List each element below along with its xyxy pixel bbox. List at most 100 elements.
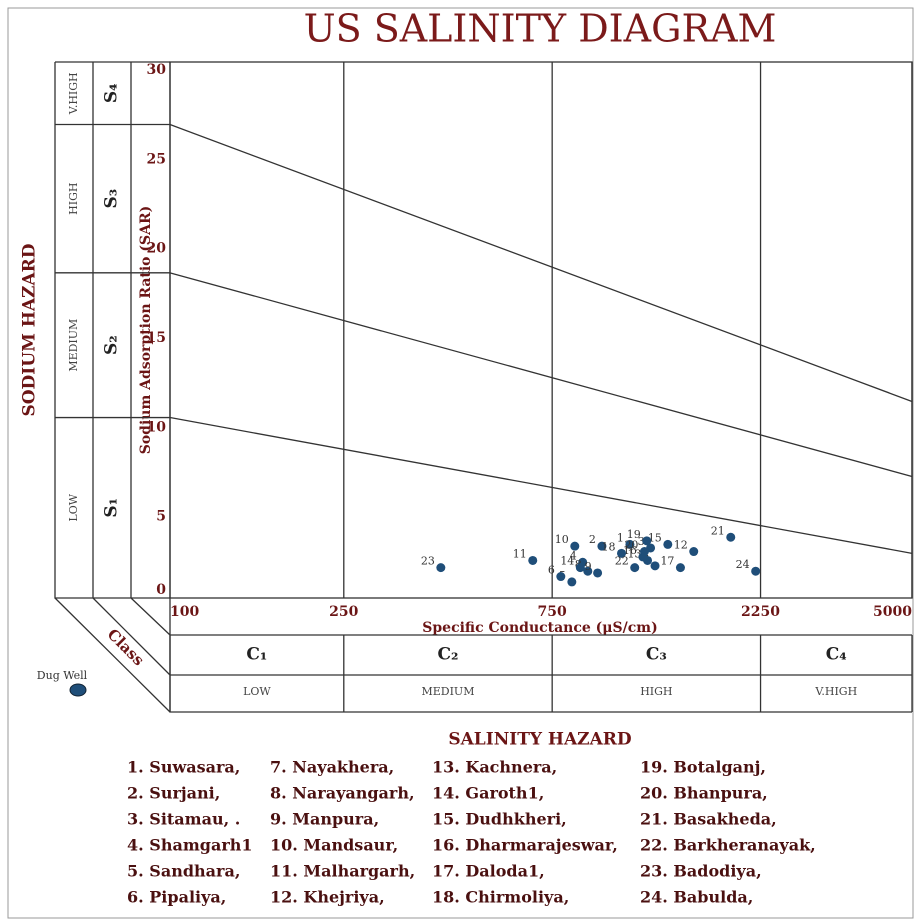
data-point [630, 563, 640, 573]
data-point [617, 548, 627, 558]
data-point [675, 563, 685, 573]
station-name: 14. Garoth1, [432, 784, 544, 803]
frame [7, 7, 914, 919]
sodium-class: S₃ [102, 189, 122, 209]
sodium-class: S₁ [102, 498, 122, 518]
station-name: 15. Dudhkheri, [432, 810, 567, 829]
x-hazard-label: SALINITY HAZARD [448, 730, 632, 750]
point-label: 17 [660, 555, 674, 568]
station-name: 8. Narayangarh, [270, 784, 415, 803]
y-tick-label: 15 [147, 330, 166, 346]
data-point [650, 561, 660, 571]
station-name: 4. Shamgarh1 [127, 836, 253, 855]
station-name: 13. Kachnera, [432, 758, 557, 777]
salinity-level: MEDIUM [421, 685, 474, 698]
station-name: 18. Chirmoliya, [432, 888, 569, 907]
sodium-level: LOW [67, 493, 80, 521]
data-point [583, 566, 593, 576]
station-name: 12. Khejriya, [270, 888, 385, 907]
data-point [597, 541, 607, 551]
sodium-class: S₄ [102, 83, 122, 103]
y-tick-label: 25 [147, 151, 166, 167]
point-label: 3 [638, 535, 645, 548]
station-name: 22. Barkheranayak, [640, 836, 816, 855]
y-tick-label: 5 [156, 509, 166, 525]
chart-title: US SALINITY DIAGRAM [304, 7, 777, 51]
salinity-class: C₃ [646, 645, 667, 665]
salinity-class: C₄ [826, 645, 847, 665]
x-tick-label: 5000 [873, 604, 912, 620]
point-label: 24 [736, 558, 750, 571]
data-point [570, 541, 580, 551]
point-label: 11 [513, 547, 527, 560]
point-label: 23 [421, 555, 435, 568]
station-name: 2. Surjani, [127, 784, 220, 803]
point-label: 1 [617, 531, 624, 544]
point-label: 14 [560, 555, 574, 568]
station-name: 11. Malhargarh, [270, 862, 415, 881]
salinity-class: C₂ [437, 645, 458, 665]
point-label: 4 [570, 549, 577, 562]
data-point [575, 563, 585, 573]
station-name: 19. Botalganj, [640, 758, 766, 777]
y-hazard-label: SODIUM HAZARD [20, 243, 40, 416]
data-point [567, 577, 577, 587]
data-point [663, 539, 673, 549]
point-label: 13 [628, 547, 642, 560]
station-name: 7. Nayakhera, [270, 758, 394, 777]
data-point [751, 566, 761, 576]
y-tick-label: 10 [147, 419, 167, 435]
point-label: 12 [674, 539, 688, 552]
salinity-level: HIGH [640, 685, 672, 698]
station-name: 5. Sandhara, [127, 862, 240, 881]
point-label: 10 [555, 533, 569, 546]
hazard-boundary [169, 416, 913, 554]
point-label: 6 [548, 564, 555, 577]
station-name: 9. Manpura, [270, 810, 379, 829]
x-tick-label: 100 [170, 604, 199, 620]
hazard-boundary [169, 123, 913, 403]
y-tick-label: 30 [147, 62, 167, 78]
data-point [625, 539, 635, 549]
legend-marker [69, 683, 87, 697]
point-label: 16 [623, 544, 637, 557]
point-label: 15 [648, 531, 662, 544]
legend-label: Dug Well [37, 669, 88, 682]
salinity-level: V.HIGH [814, 685, 857, 698]
x-axis-label: Specific Conductance (μS/cm) [422, 620, 657, 636]
station-name: 1. Suwasara, [127, 758, 240, 777]
point-label: 19 [627, 528, 641, 541]
plot-area [169, 61, 913, 599]
point-label: 22 [615, 555, 629, 568]
y-axis-label: Sodium Adsorption Ratio (SAR) [138, 206, 154, 455]
point-label: 9 [585, 560, 592, 573]
data-point [436, 563, 446, 573]
x-tick-label: 2250 [741, 604, 780, 620]
data-point [726, 532, 736, 542]
x-tick-label: 250 [329, 604, 358, 620]
station-name: 21. Basakheda, [640, 810, 777, 829]
station-name: 17. Daloda1, [432, 862, 545, 881]
salinity-level: LOW [243, 685, 271, 698]
data-point [556, 572, 566, 582]
salinity-class: C₁ [246, 645, 267, 665]
station-name: 24. Babulda, [640, 888, 753, 907]
point-label: 20 [624, 539, 638, 552]
data-point [639, 547, 649, 557]
point-label: 18 [602, 540, 616, 553]
station-name: 20. Bhanpura, [640, 784, 768, 803]
y-tick-label: 0 [156, 582, 166, 598]
sodium-class: S₂ [102, 335, 122, 355]
station-name: 23. Badodiya, [640, 862, 762, 881]
station-name: 10. Mandsaur, [270, 836, 398, 855]
data-point [593, 568, 603, 578]
station-name: 3. Sitamau, . [127, 810, 240, 829]
data-point [642, 536, 652, 546]
data-point [689, 547, 699, 557]
station-name: 6. Pipaliya, [127, 888, 226, 907]
point-label: 2 [589, 533, 596, 546]
sodium-level: V.HIGH [67, 72, 80, 115]
class-label: Class [104, 625, 148, 669]
point-label: 21 [711, 524, 725, 537]
